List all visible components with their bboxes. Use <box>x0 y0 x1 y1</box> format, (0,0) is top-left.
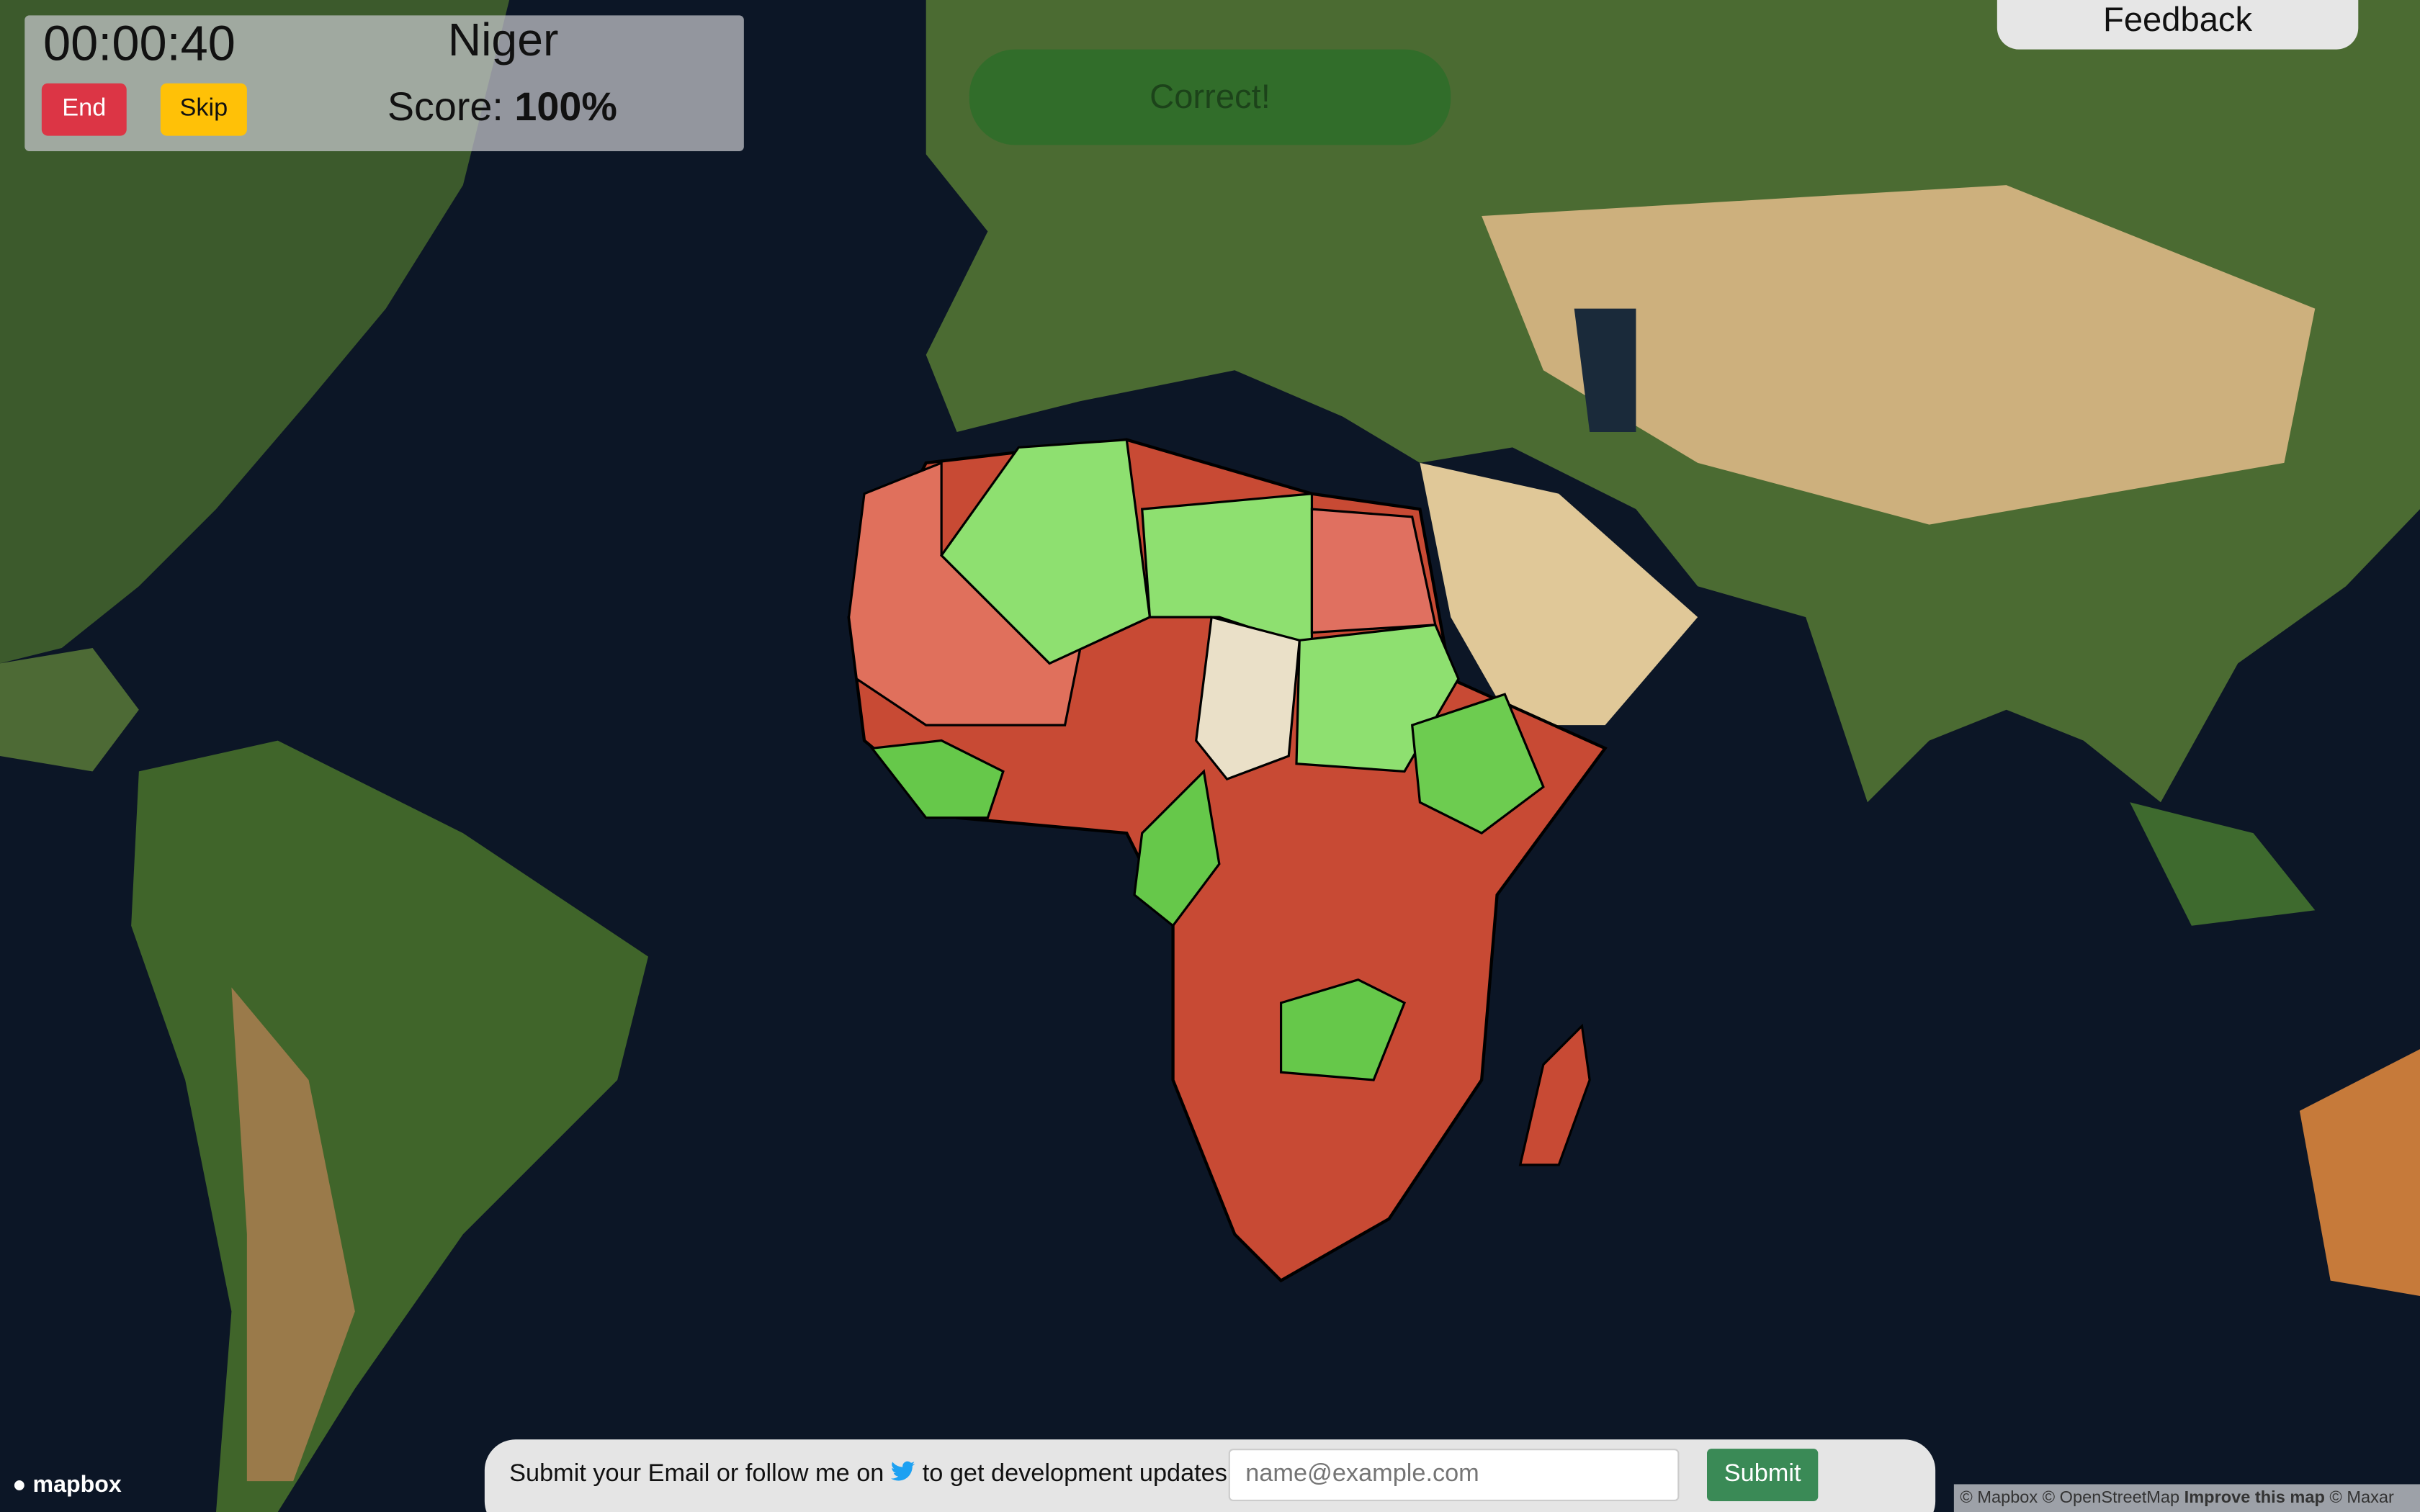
footer-text: Submit your Email or follow me on to get… <box>509 1461 1227 1489</box>
timer: 00:00:40 <box>43 15 236 71</box>
attribution-item[interactable]: © OpenStreetMap <box>2042 1488 2180 1508</box>
toast: Correct! <box>969 49 1451 145</box>
logo-text: mapbox <box>32 1472 122 1498</box>
mapbox-logo[interactable]: ● mapbox <box>12 1472 122 1498</box>
footer-text-before: Submit your Email or follow me on <box>509 1461 884 1488</box>
score-label: Score: <box>387 83 503 130</box>
attribution-item[interactable]: © Maxar <box>2329 1488 2394 1508</box>
email-input[interactable] <box>1228 1449 1680 1501</box>
footer: Submit your Email or follow me on to get… <box>484 1439 1936 1512</box>
score: Score: 100% <box>387 84 617 131</box>
submit-button[interactable]: Submit <box>1707 1449 1819 1501</box>
twitter-icon[interactable] <box>891 1461 915 1481</box>
end-button[interactable]: End <box>41 83 127 136</box>
game-panel: 00:00:40 Niger Score: 100% End Skip <box>24 15 744 151</box>
skip-button[interactable]: Skip <box>160 83 247 136</box>
target-country: Niger <box>447 15 559 67</box>
attribution-item[interactable]: © Mapbox <box>1960 1488 2038 1508</box>
attribution-item[interactable]: Improve this map <box>2184 1488 2325 1508</box>
score-value: 100% <box>514 83 617 130</box>
feedback-button[interactable]: Feedback <box>1996 0 2359 50</box>
attribution: © Mapbox © OpenStreetMap Improve this ma… <box>1953 1484 2420 1512</box>
footer-text-after: to get development updates <box>922 1461 1227 1488</box>
